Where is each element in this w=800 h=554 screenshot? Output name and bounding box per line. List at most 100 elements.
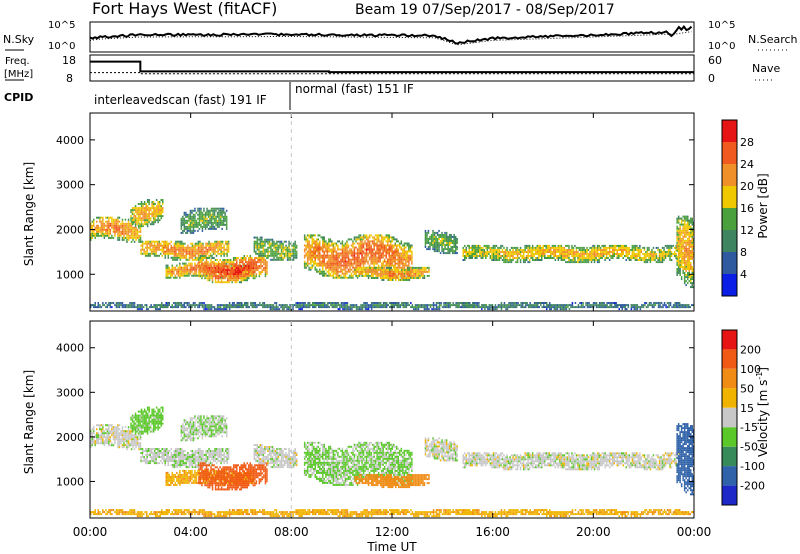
power-cell xyxy=(135,234,137,237)
power-cell xyxy=(374,238,377,241)
power-cell xyxy=(402,252,404,255)
power-cell xyxy=(474,249,476,251)
power-cell xyxy=(691,229,693,232)
power-cell xyxy=(356,252,359,255)
power-cell xyxy=(294,240,296,243)
power-cell xyxy=(387,240,389,243)
power-cell xyxy=(111,220,113,223)
power-cell xyxy=(509,257,511,259)
power-cell xyxy=(102,232,104,235)
power-cell xyxy=(408,270,411,273)
power-cell xyxy=(205,265,208,268)
power-cell xyxy=(139,211,141,214)
power-cell xyxy=(197,252,200,255)
power-cell xyxy=(682,219,684,222)
power-cell xyxy=(223,263,226,266)
power-cell xyxy=(359,250,362,253)
power-cell xyxy=(236,269,238,272)
power-cell xyxy=(423,277,426,279)
power-cell xyxy=(687,243,689,246)
power-cell xyxy=(427,248,430,251)
power-cell xyxy=(690,255,692,258)
power-cell xyxy=(258,265,261,268)
power-cell xyxy=(160,199,162,201)
power-cell xyxy=(316,238,318,241)
power-cell xyxy=(387,266,389,269)
power-cell xyxy=(569,261,572,264)
power-cell xyxy=(510,246,513,249)
power-cell xyxy=(274,242,277,245)
power-cell xyxy=(613,255,615,257)
power-cell xyxy=(232,269,235,272)
power-cell xyxy=(636,253,638,255)
power-cell xyxy=(396,262,398,265)
power-cell xyxy=(462,259,464,261)
power-cell xyxy=(492,249,495,251)
power-cell xyxy=(581,246,584,249)
power-cell xyxy=(90,222,92,225)
power-cell xyxy=(607,246,609,249)
power-cell xyxy=(405,256,407,259)
power-cell xyxy=(422,266,424,269)
power-cell xyxy=(554,255,557,257)
power-cell xyxy=(167,246,169,249)
power-cell xyxy=(362,266,365,269)
power-cell xyxy=(471,257,473,259)
power-cell xyxy=(317,234,319,237)
power-cell xyxy=(566,257,569,259)
power-cell xyxy=(188,256,191,259)
power-cell xyxy=(213,219,216,222)
power-cell xyxy=(100,228,103,231)
power-cell xyxy=(627,255,629,257)
power-cell xyxy=(159,203,161,205)
power-cell xyxy=(259,240,262,243)
power-cell xyxy=(387,274,389,277)
power-cell xyxy=(248,259,250,261)
power-cell xyxy=(189,219,192,222)
power-cell xyxy=(685,259,687,262)
power-cell xyxy=(274,258,277,261)
power-cell xyxy=(393,272,395,275)
power-cell xyxy=(127,224,130,227)
power-cell xyxy=(583,246,585,249)
power-cell xyxy=(370,248,372,251)
power-cell xyxy=(364,234,366,237)
power-cell xyxy=(221,215,223,218)
power-cell xyxy=(657,249,659,251)
power-cell xyxy=(211,269,214,272)
power-cell xyxy=(448,238,451,240)
power-cell xyxy=(673,255,676,257)
power-cell xyxy=(350,244,353,247)
power-cell xyxy=(547,246,549,249)
power-cell xyxy=(524,261,526,264)
power-cell xyxy=(510,253,513,255)
power-cell xyxy=(240,265,242,268)
power-cell xyxy=(379,234,381,237)
power-cell xyxy=(612,255,614,257)
power-cell xyxy=(595,249,597,251)
power-cell xyxy=(343,254,345,257)
power-cell xyxy=(373,260,375,263)
power-cell xyxy=(533,249,535,251)
power-cell xyxy=(167,248,169,251)
power-cell xyxy=(396,244,398,247)
power-cell xyxy=(208,242,210,245)
power-cell xyxy=(480,253,483,255)
power-cell xyxy=(260,261,262,264)
power-cell xyxy=(679,264,681,266)
power-cell xyxy=(435,244,437,246)
power-cell xyxy=(90,304,92,307)
power-cell xyxy=(435,242,437,244)
power-cell xyxy=(648,257,650,259)
power-cell xyxy=(453,252,455,255)
power-cell xyxy=(402,244,404,247)
power-cell xyxy=(91,220,93,223)
power-cell xyxy=(559,244,561,247)
power-cell xyxy=(217,267,220,270)
power-cell xyxy=(188,213,190,216)
power-cell xyxy=(277,256,280,259)
power-cell xyxy=(382,250,384,253)
power-cell xyxy=(642,246,644,249)
power-cell xyxy=(311,246,313,249)
power-cell xyxy=(191,252,194,255)
